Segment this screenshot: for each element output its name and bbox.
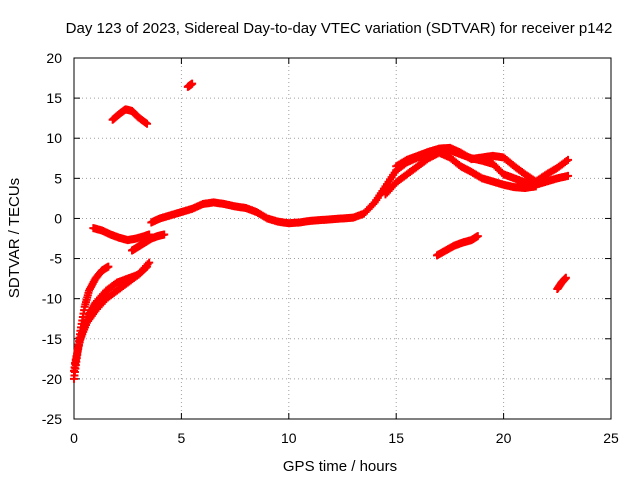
y-tick-label: -20 bbox=[42, 371, 62, 387]
data-point bbox=[160, 230, 169, 239]
y-tick-label: 5 bbox=[54, 170, 62, 186]
series-arc-6 bbox=[108, 105, 152, 128]
y-axis-label: SDTVAR / TECUs bbox=[6, 178, 23, 298]
series-arc-8 bbox=[433, 232, 482, 260]
data-points bbox=[70, 79, 573, 383]
data-point bbox=[564, 171, 573, 180]
x-tick-label: 15 bbox=[388, 430, 404, 446]
y-tick-label: 10 bbox=[46, 130, 62, 146]
x-tick-label: 10 bbox=[281, 430, 297, 446]
y-tick-label: -5 bbox=[50, 251, 63, 267]
data-point bbox=[188, 79, 197, 88]
y-tick-label: 20 bbox=[46, 50, 62, 66]
x-axis-label: GPS time / hours bbox=[283, 458, 397, 475]
plot-frame bbox=[73, 57, 612, 420]
y-tick-label: -15 bbox=[42, 331, 62, 347]
y-tick-label: -25 bbox=[42, 411, 62, 427]
data-point bbox=[143, 119, 152, 128]
series-main-upper bbox=[392, 143, 573, 186]
data-point bbox=[473, 232, 482, 241]
data-point bbox=[561, 273, 570, 282]
series-arc-3 bbox=[71, 258, 154, 367]
y-tick-label: 0 bbox=[54, 210, 62, 226]
y-tick-label: 15 bbox=[46, 90, 62, 106]
data-point bbox=[562, 157, 571, 166]
x-tick-label: 20 bbox=[496, 430, 512, 446]
series-arc-5 bbox=[127, 230, 169, 255]
y-tick-label: -10 bbox=[42, 291, 62, 307]
chart-title: Day 123 of 2023, Sidereal Day-to-day VTE… bbox=[66, 20, 613, 37]
series-arc-7 bbox=[183, 79, 197, 91]
data-point bbox=[564, 155, 573, 164]
data-point bbox=[145, 258, 154, 267]
series-arc-4 bbox=[89, 224, 154, 245]
x-tick-label: 25 bbox=[603, 430, 619, 446]
data-point bbox=[104, 262, 113, 271]
series-arc-9 bbox=[553, 273, 570, 294]
x-tick-label: 5 bbox=[178, 430, 186, 446]
axis-ticks: 0 5 10 15 20 25 -25 -20 -15 -10 -5 0 5 10 15 20 bbox=[42, 50, 619, 446]
x-tick-label: 0 bbox=[70, 430, 78, 446]
